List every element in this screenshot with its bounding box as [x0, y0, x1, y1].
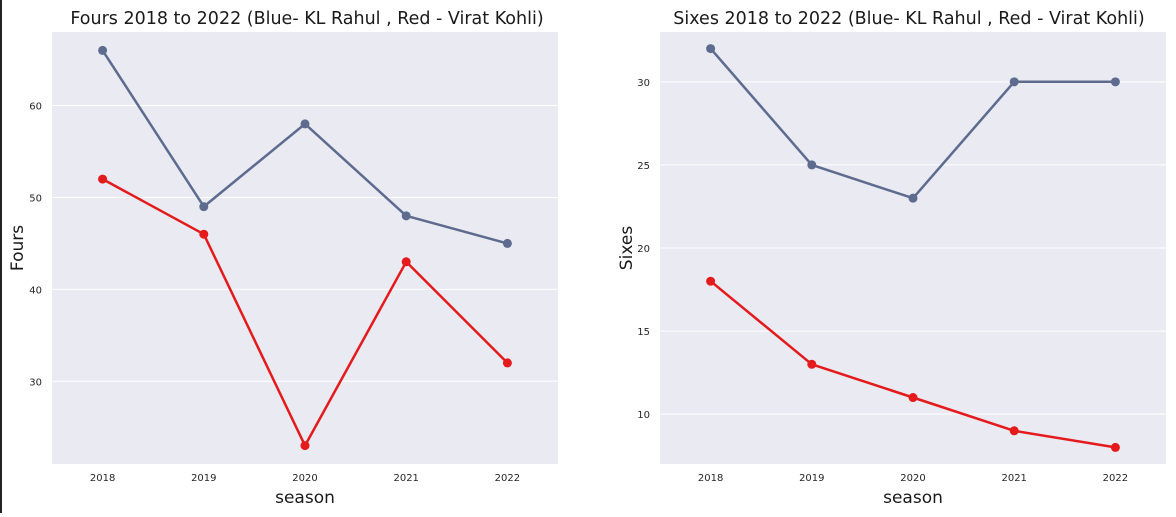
chart-2: 10 15 20 25 30 2018 2019 2020 2021 2022 Sixes 2018…: [617, 9, 1166, 508]
y-tick-label: 15: [637, 327, 650, 338]
data-point: [502, 358, 512, 368]
data-point: [401, 211, 411, 221]
data-point: [98, 174, 108, 184]
x-tick-label: 2019: [191, 473, 216, 484]
data-point: [199, 229, 209, 239]
data-point: [807, 160, 817, 170]
data-point: [908, 393, 918, 403]
plot-area: [52, 32, 558, 464]
data-point: [908, 193, 918, 203]
y-tick-label: 30: [29, 377, 42, 388]
data-point: [1110, 77, 1120, 87]
data-point: [199, 202, 209, 212]
x-tick-label: 2018: [90, 473, 115, 484]
y-axis-label: Fours: [8, 225, 28, 271]
y-tick-label: 25: [637, 161, 650, 172]
y-tick-label: 10: [637, 410, 650, 421]
data-point: [502, 238, 512, 248]
data-point: [98, 45, 108, 55]
y-tick-label: 20: [637, 244, 650, 255]
x-tick-label: 2022: [1103, 473, 1128, 484]
chart-title: Fours 2018 to 2022 (Blue- KL Rahul , Red…: [70, 9, 543, 29]
data-point: [1009, 426, 1019, 436]
y-tick-label: 30: [637, 78, 650, 89]
data-point: [706, 276, 716, 286]
figure-border: [0, 0, 2, 513]
x-tick-label: 2019: [799, 473, 824, 484]
y-tick-label: 50: [29, 193, 42, 204]
data-point: [1110, 442, 1120, 452]
x-axis-label: season: [275, 488, 335, 508]
data-point: [1009, 77, 1019, 87]
data-point: [401, 257, 411, 267]
data-point: [807, 359, 817, 369]
y-tick-label: 40: [29, 285, 42, 296]
x-tick-label: 2020: [292, 473, 317, 484]
data-point: [706, 44, 716, 54]
x-tick-label: 2021: [393, 473, 418, 484]
x-tick-label: 2020: [900, 473, 925, 484]
y-axis-label: Sixes: [617, 226, 637, 271]
x-axis-label: season: [883, 488, 943, 508]
data-point: [300, 441, 310, 451]
y-tick-label: 60: [29, 102, 42, 113]
x-tick-label: 2022: [495, 473, 520, 484]
x-tick-label: 2021: [1001, 473, 1026, 484]
x-tick-label: 2018: [698, 473, 723, 484]
chart-1: 30 40 50 60 2018 2019 2020 2021 2022 Fours 2018 t…: [8, 9, 558, 508]
chart-title: Sixes 2018 to 2022 (Blue- KL Rahul , Red…: [673, 9, 1144, 29]
data-point: [300, 119, 310, 129]
